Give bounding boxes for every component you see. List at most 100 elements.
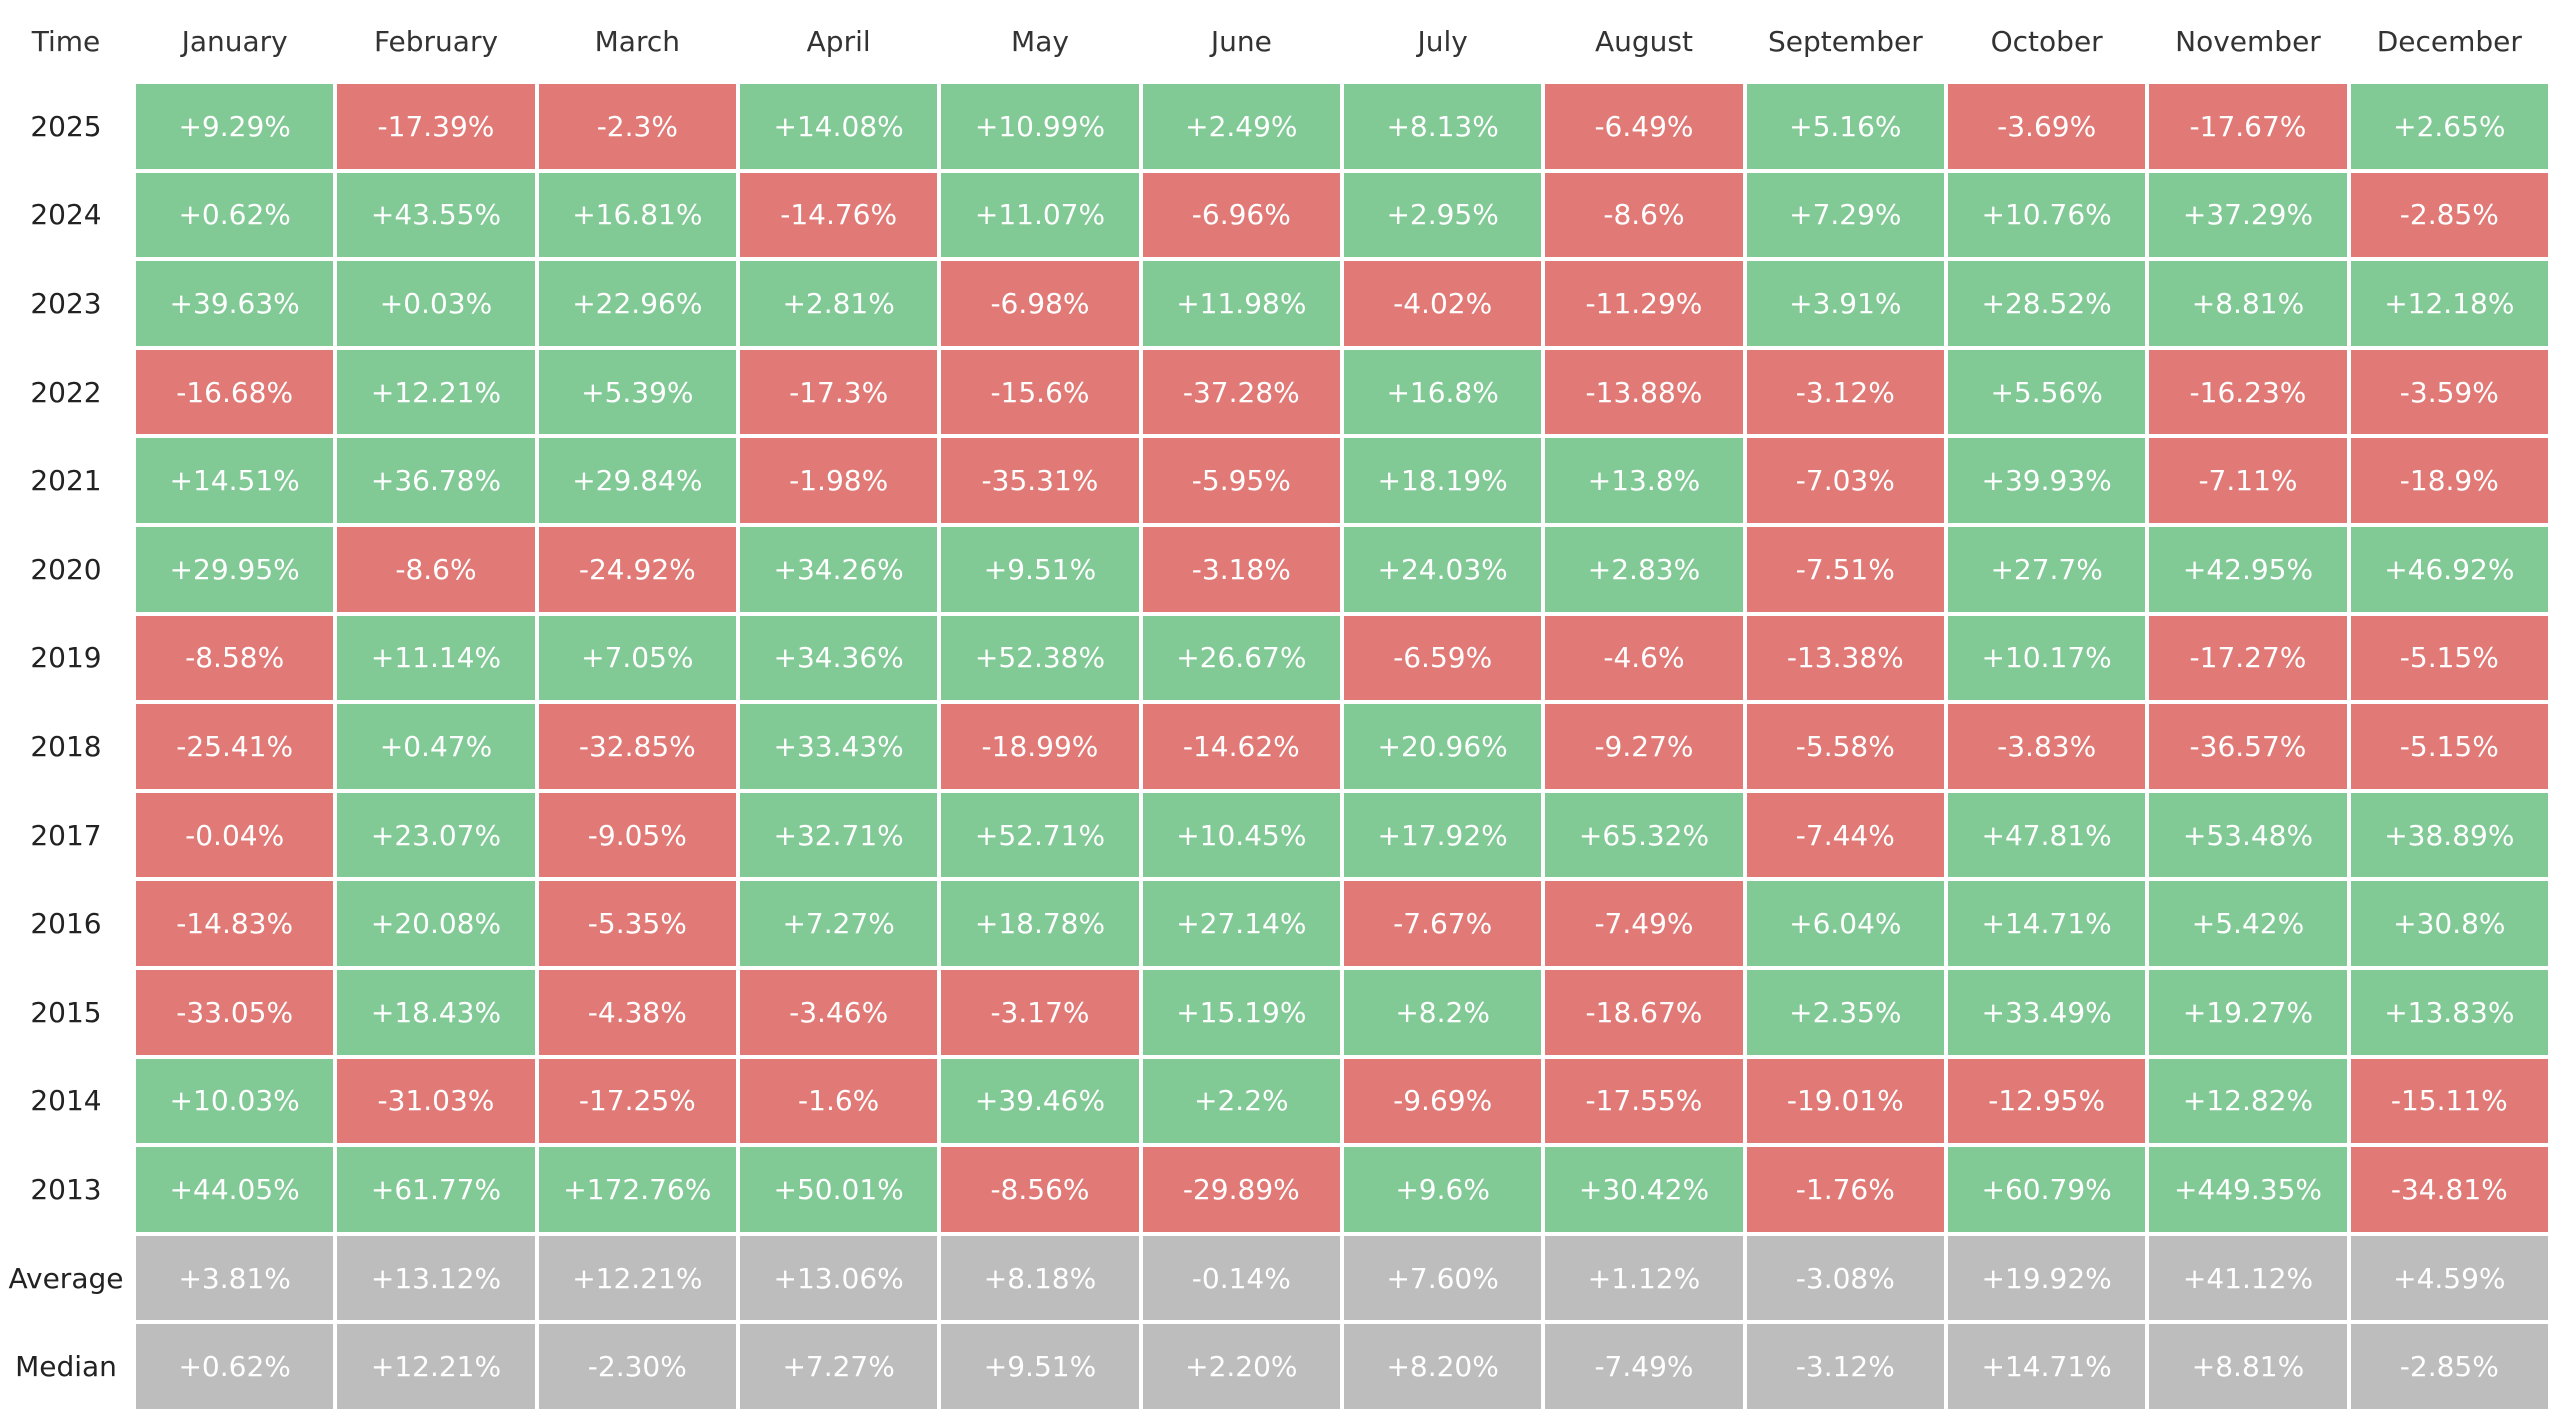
return-cell: +2.95% <box>1343 172 1542 258</box>
return-cell: -14.76% <box>739 172 938 258</box>
summary-cell: -3.12% <box>1746 1324 1944 1409</box>
page: Time January February March April May June July… <box>8 24 2548 1409</box>
return-cell: +11.07% <box>941 172 1139 258</box>
summary-cell: +7.27% <box>739 1324 938 1409</box>
return-cell: -8.56% <box>941 1147 1139 1232</box>
column-header: January <box>181 24 288 58</box>
return-cell: +12.21% <box>337 349 535 435</box>
return-cell: -9.27% <box>1545 704 1743 789</box>
column-header: June <box>1210 24 1272 58</box>
summary-cell: -0.14% <box>1142 1235 1340 1321</box>
return-cell: -14.62% <box>1142 704 1340 789</box>
row-label: 2013 <box>30 1172 102 1206</box>
return-cell: +39.46% <box>941 1058 1139 1144</box>
return-cell: -5.58% <box>1746 704 1944 789</box>
row-label: 2020 <box>30 552 102 586</box>
return-cell: +16.81% <box>538 172 736 258</box>
return-cell: +10.45% <box>1142 792 1340 878</box>
return-cell: -16.68% <box>136 349 334 435</box>
return-cell: +47.81% <box>1947 792 2146 878</box>
return-cell: -17.67% <box>2149 84 2347 169</box>
row-label: Median <box>15 1350 117 1384</box>
return-cell: +172.76% <box>538 1147 736 1232</box>
return-cell: +50.01% <box>739 1147 938 1232</box>
return-cell: +10.76% <box>1947 172 2146 258</box>
return-cell: -25.41% <box>136 704 334 789</box>
summary-cell: +2.20% <box>1142 1324 1340 1409</box>
summary-cell: +12.21% <box>337 1324 535 1409</box>
return-cell: +0.47% <box>337 704 535 789</box>
return-cell: +5.56% <box>1947 349 2146 435</box>
return-cell: -36.57% <box>2149 704 2347 789</box>
return-cell: -24.92% <box>538 526 736 612</box>
summary-cell: +0.62% <box>136 1324 334 1409</box>
return-cell: +52.38% <box>941 615 1139 701</box>
return-cell: -7.51% <box>1746 526 1944 612</box>
return-cell: +22.96% <box>538 261 736 346</box>
return-cell: +0.03% <box>337 261 535 346</box>
summary-cell: +8.20% <box>1343 1324 1542 1409</box>
return-cell: -17.55% <box>1545 1058 1743 1144</box>
return-cell: -19.01% <box>1746 1058 1944 1144</box>
return-cell: -3.83% <box>1947 704 2146 789</box>
return-cell: +13.83% <box>2350 969 2548 1055</box>
return-cell: +12.82% <box>2149 1058 2347 1144</box>
return-cell: +2.83% <box>1545 526 1743 612</box>
return-cell: +14.51% <box>136 438 334 523</box>
return-cell: +24.03% <box>1343 526 1542 612</box>
column-header: July <box>1417 24 1468 58</box>
return-cell: +7.05% <box>538 615 736 701</box>
return-cell: +27.7% <box>1947 526 2146 612</box>
return-cell: +18.43% <box>337 969 535 1055</box>
return-cell: -2.85% <box>2350 172 2548 258</box>
return-cell: -15.6% <box>941 349 1139 435</box>
return-cell: +38.89% <box>2350 792 2548 878</box>
return-cell: -8.6% <box>1545 172 1743 258</box>
return-cell: +9.51% <box>941 526 1139 612</box>
summary-cell: -7.49% <box>1545 1324 1743 1409</box>
summary-cell: +8.81% <box>2149 1324 2347 1409</box>
row-label: 2022 <box>30 375 102 409</box>
row-label: 2019 <box>30 641 102 675</box>
return-cell: -32.85% <box>538 704 736 789</box>
return-cell: -2.3% <box>538 84 736 169</box>
return-cell: +26.67% <box>1142 615 1340 701</box>
column-header: April <box>806 24 871 58</box>
return-cell: -7.44% <box>1746 792 1944 878</box>
return-cell: +12.18% <box>2350 261 2548 346</box>
row-label: 2017 <box>30 818 102 852</box>
column-header: October <box>1990 24 2103 58</box>
return-cell: +44.05% <box>136 1147 334 1232</box>
return-cell: +2.65% <box>2350 84 2548 169</box>
column-header: May <box>1011 24 1069 58</box>
return-cell: -11.29% <box>1545 261 1743 346</box>
return-cell: +9.6% <box>1343 1147 1542 1232</box>
summary-cell: +41.12% <box>2149 1235 2347 1321</box>
row-label: 2018 <box>30 729 102 763</box>
return-cell: +61.77% <box>337 1147 535 1232</box>
return-cell: -17.25% <box>538 1058 736 1144</box>
return-cell: -3.59% <box>2350 349 2548 435</box>
return-cell: -13.38% <box>1746 615 1944 701</box>
return-cell: +19.27% <box>2149 969 2347 1055</box>
return-cell: +14.08% <box>739 84 938 169</box>
return-cell: +20.96% <box>1343 704 1542 789</box>
summary-cell: +8.18% <box>941 1235 1139 1321</box>
return-cell: -18.99% <box>941 704 1139 789</box>
return-cell: +5.42% <box>2149 881 2347 966</box>
column-header: Time <box>31 24 101 58</box>
return-cell: +10.03% <box>136 1058 334 1144</box>
return-cell: -7.67% <box>1343 881 1542 966</box>
return-cell: -33.05% <box>136 969 334 1055</box>
column-header: November <box>2175 24 2321 58</box>
return-cell: -14.83% <box>136 881 334 966</box>
return-cell: +5.39% <box>538 349 736 435</box>
return-cell: -16.23% <box>2149 349 2347 435</box>
return-cell: +10.99% <box>941 84 1139 169</box>
return-cell: +34.36% <box>739 615 938 701</box>
return-cell: +9.29% <box>136 84 334 169</box>
return-cell: +33.43% <box>739 704 938 789</box>
return-cell: -1.6% <box>739 1058 938 1144</box>
return-cell: +42.95% <box>2149 526 2347 612</box>
